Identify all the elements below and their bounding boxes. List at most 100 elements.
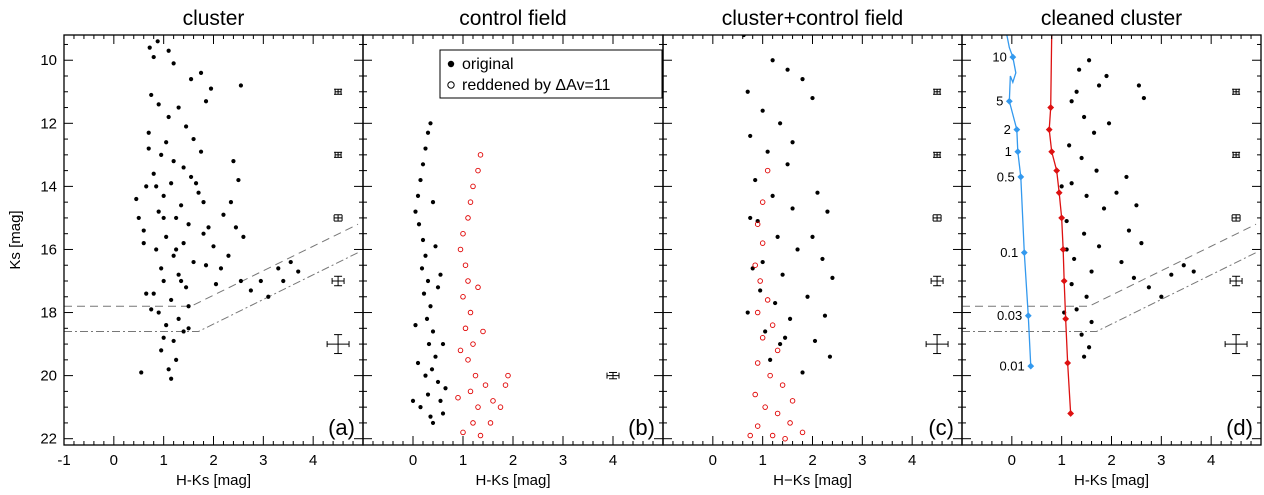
y-tick-label: 20 xyxy=(40,368,57,385)
data-point xyxy=(822,313,828,318)
mass-label: 0.5 xyxy=(997,169,1015,184)
panel-label: (d) xyxy=(1226,415,1253,440)
data-point xyxy=(1159,294,1164,299)
data-point xyxy=(159,266,164,271)
x-tick-label: 3 xyxy=(1157,452,1165,469)
error-bar xyxy=(326,334,350,355)
data-point xyxy=(1064,247,1069,252)
data-point xyxy=(421,291,427,296)
completeness-dashed-line xyxy=(962,223,1257,307)
data-point xyxy=(198,70,204,75)
data-point xyxy=(1119,259,1124,265)
data-point xyxy=(176,272,181,277)
data-point xyxy=(413,209,418,214)
data-point xyxy=(775,234,780,239)
axis-ticks xyxy=(362,35,664,445)
data-point xyxy=(423,253,428,258)
x-tick-label: 4 xyxy=(908,452,916,469)
data-point xyxy=(435,285,441,290)
data-point xyxy=(1086,345,1092,350)
panel-title: cleaned cluster xyxy=(1041,7,1182,30)
isochrone-red-marker xyxy=(1053,167,1061,175)
panel-label: (b) xyxy=(628,415,655,440)
error-bar xyxy=(331,275,345,287)
data-point xyxy=(151,291,156,296)
plot-area xyxy=(741,35,949,442)
data-point xyxy=(181,241,186,246)
data-point xyxy=(770,193,775,198)
isochrone-red-marker xyxy=(1062,315,1070,323)
data-point xyxy=(176,105,181,110)
data-point xyxy=(430,420,436,426)
data-point-open xyxy=(475,167,481,174)
error-bar xyxy=(1229,275,1243,287)
data-point xyxy=(146,130,151,135)
data-point xyxy=(191,136,196,142)
data-point-open xyxy=(457,246,464,253)
data-point xyxy=(745,89,750,94)
data-point xyxy=(238,83,244,88)
data-point xyxy=(423,146,428,151)
data-point xyxy=(418,177,423,183)
data-point xyxy=(238,278,244,284)
error-bar xyxy=(334,151,343,158)
data-point-open xyxy=(482,382,489,388)
data-point xyxy=(760,259,765,265)
data-point xyxy=(248,288,253,293)
data-point xyxy=(1069,282,1074,287)
mass-label: 10 xyxy=(992,50,1006,65)
error-bar xyxy=(932,214,942,222)
data-point xyxy=(206,225,211,230)
x-tick-label: 3 xyxy=(259,452,267,469)
data-point xyxy=(174,247,179,252)
data-point xyxy=(161,215,166,221)
data-point xyxy=(144,184,149,189)
data-point xyxy=(426,341,432,347)
data-point-open xyxy=(455,394,461,401)
data-point-open xyxy=(754,221,761,227)
data-point xyxy=(420,237,426,243)
data-point-open xyxy=(762,404,768,410)
data-point xyxy=(1064,218,1069,224)
data-point xyxy=(1106,121,1112,126)
data-point xyxy=(800,77,805,82)
data-point xyxy=(1079,155,1084,161)
mass-label: 0.1 xyxy=(1000,245,1018,260)
data-point xyxy=(228,200,234,205)
data-point-open xyxy=(467,309,474,316)
data-point-open xyxy=(472,372,479,379)
data-point-open xyxy=(465,357,471,363)
axis-ticks xyxy=(662,35,963,445)
panel-frame xyxy=(961,34,1262,446)
data-point xyxy=(136,215,141,221)
x-tick-label: 1 xyxy=(1057,452,1065,469)
data-point xyxy=(1141,95,1146,101)
data-point xyxy=(1069,99,1074,104)
data-point xyxy=(428,414,433,419)
data-point xyxy=(805,294,810,299)
data-point-open xyxy=(460,429,466,436)
y-tick-label: 18 xyxy=(40,305,57,322)
isochrone-blue-marker xyxy=(1014,148,1022,156)
data-point xyxy=(428,121,433,126)
x-tick-label: 4 xyxy=(1207,452,1215,469)
x-tick-label: 0 xyxy=(409,452,417,469)
data-point xyxy=(410,398,416,403)
data-point xyxy=(288,259,293,265)
plot-area xyxy=(962,35,1257,417)
data-point xyxy=(141,228,146,233)
data-point xyxy=(151,54,156,60)
data-point xyxy=(176,316,181,321)
data-point xyxy=(171,338,176,344)
data-point xyxy=(171,61,176,66)
data-point xyxy=(795,247,800,252)
data-point-open xyxy=(470,183,476,190)
isochrone-blue-marker xyxy=(1013,126,1021,134)
x-tick-label: 1 xyxy=(459,452,467,469)
data-point xyxy=(812,338,818,344)
data-point-open xyxy=(764,167,771,174)
data-point-open xyxy=(789,398,796,404)
data-point xyxy=(1124,174,1129,180)
data-point xyxy=(810,234,815,239)
